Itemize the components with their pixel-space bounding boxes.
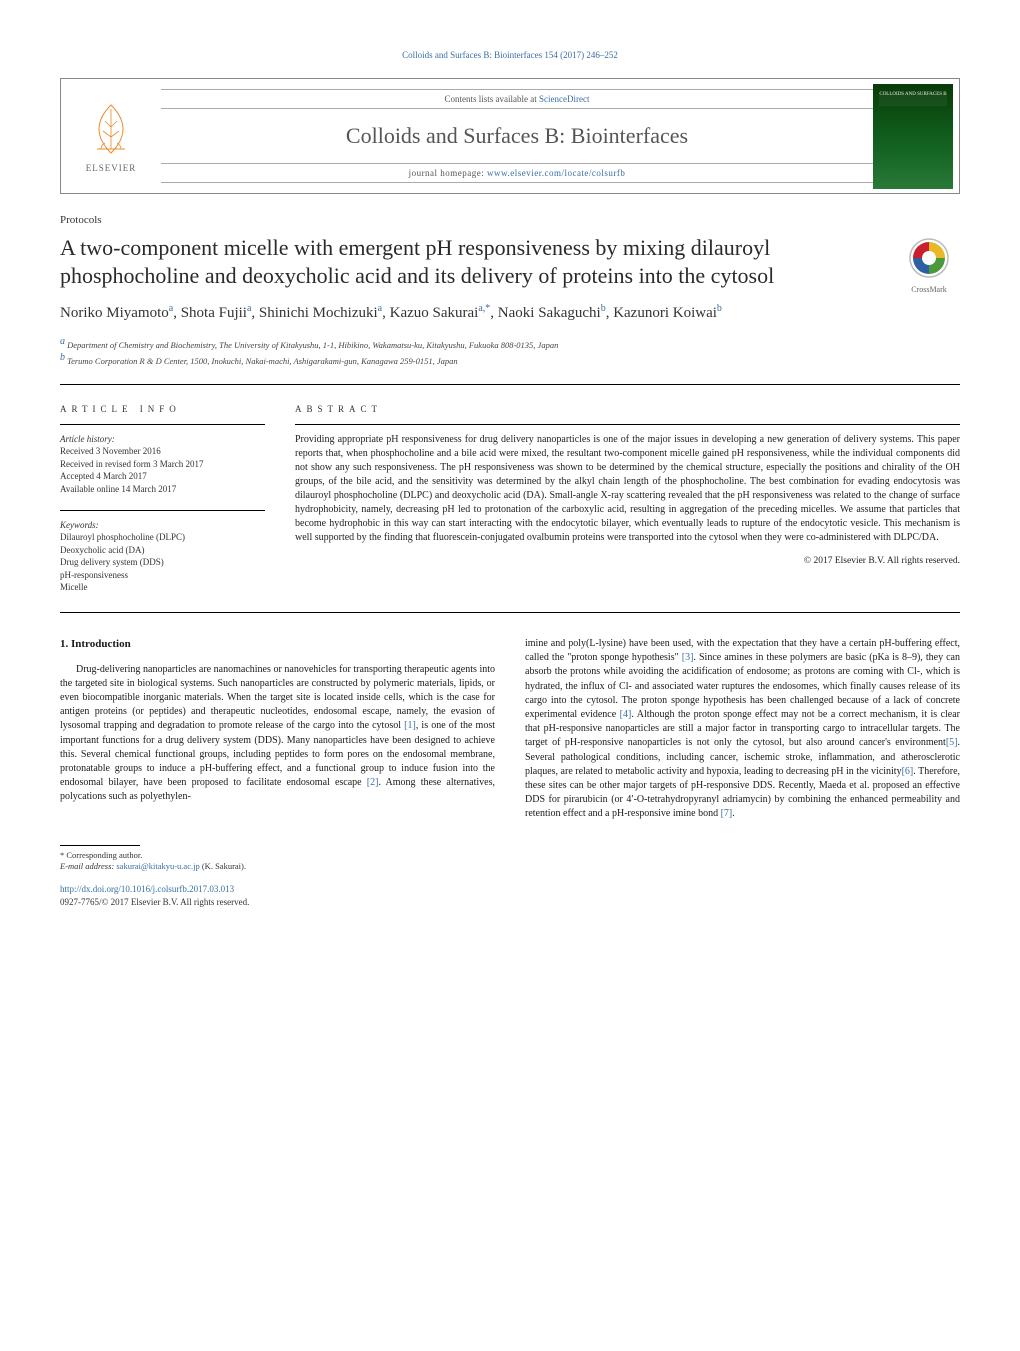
abstract-divider [295,424,960,425]
doi-link[interactable]: http://dx.doi.org/10.1016/j.colsurfb.201… [60,883,495,896]
journal-homepage-line: journal homepage: www.elsevier.com/locat… [161,163,873,183]
footer-divider [60,845,140,846]
journal-name: Colloids and Surfaces B: Biointerfaces [161,123,873,149]
contents-available-line: Contents lists available at ScienceDirec… [161,89,873,109]
keyword: Dilauroyl phosphocholine (DLPC) [60,531,265,544]
history-online: Available online 14 March 2017 [60,483,265,496]
abstract-heading: abstract [295,403,960,416]
sciencedirect-link[interactable]: ScienceDirect [539,94,589,104]
abstract-copyright: © 2017 Elsevier B.V. All rights reserved… [295,555,960,568]
affiliation-a: a Department of Chemistry and Biochemist… [60,335,960,352]
keyword: Deoxycholic acid (DA) [60,544,265,557]
meta-abstract-row: article info Article history: Received 3… [60,385,960,612]
info-divider [60,424,265,425]
body-paragraph-2: imine and poly(L-lysine) have been used,… [525,637,960,821]
divider-bottom [60,612,960,613]
history-revised: Received in revised form 3 March 2017 [60,458,265,471]
journal-homepage-link[interactable]: www.elsevier.com/locate/colsurfb [487,168,625,178]
abstract-block: abstract Providing appropriate pH respon… [295,403,960,594]
journal-cover-thumbnail[interactable]: COLLOIDS AND SURFACES B [873,84,953,189]
affiliations: a Department of Chemistry and Biochemist… [60,335,960,368]
title-row: A two-component micelle with emergent pH… [60,234,960,301]
body-column-left: 1. Introduction Drug-delivering nanopart… [60,637,495,908]
corresponding-label: * Corresponding author. [60,850,495,862]
cover-thumb-label: COLLOIDS AND SURFACES B [877,92,949,98]
running-header: Colloids and Surfaces B: Biointerfaces 1… [60,50,960,60]
keywords-label: Keywords: [60,519,265,532]
elsevier-logo[interactable]: ELSEVIER [61,81,161,191]
body-column-right: imine and poly(L-lysine) have been used,… [525,637,960,908]
crossmark-icon [909,238,949,278]
body-columns: 1. Introduction Drug-delivering nanopart… [60,637,960,908]
intro-heading: 1. Introduction [60,637,495,653]
article-info-heading: article info [60,403,265,416]
history-label: Article history: [60,433,265,446]
keyword: Micelle [60,581,265,594]
page-container: Colloids and Surfaces B: Biointerfaces 1… [0,0,1020,949]
keywords-divider [60,510,265,511]
keyword: pH-responsiveness [60,569,265,582]
issn-line: 0927-7765/© 2017 Elsevier B.V. All right… [60,896,495,909]
header-center: Contents lists available at ScienceDirec… [161,79,873,193]
authors-list: Noriko Miyamotoa, Shota Fujiia, Shinichi… [60,301,960,325]
running-header-text[interactable]: Colloids and Surfaces B: Biointerfaces 1… [402,50,618,60]
email-link[interactable]: sakurai@kitakyu-u.ac.jp [116,861,199,871]
corresponding-author-block: * Corresponding author. E-mail address: … [60,845,495,909]
keywords-block: Keywords: Dilauroyl phosphocholine (DLPC… [60,519,265,595]
article-title: A two-component micelle with emergent pH… [60,234,878,289]
article-type: Protocols [60,214,960,226]
affiliation-b: b Terumo Corporation R & D Center, 1500,… [60,351,960,368]
crossmark-label: CrossMark [898,285,960,294]
history-accepted: Accepted 4 March 2017 [60,470,265,483]
elsevier-label: ELSEVIER [86,163,137,173]
crossmark-badge[interactable]: CrossMark [898,238,960,294]
history-received: Received 3 November 2016 [60,445,265,458]
keyword: Drug delivery system (DDS) [60,556,265,569]
journal-header-box: ELSEVIER Contents lists available at Sci… [60,78,960,194]
article-info-block: article info Article history: Received 3… [60,403,265,594]
body-paragraph-1: Drug-delivering nanoparticles are nanoma… [60,663,495,805]
elsevier-tree-icon [81,99,141,159]
corresponding-email-line: E-mail address: sakurai@kitakyu-u.ac.jp … [60,861,495,873]
article-history: Article history: Received 3 November 201… [60,433,265,496]
abstract-text: Providing appropriate pH responsiveness … [295,433,960,545]
